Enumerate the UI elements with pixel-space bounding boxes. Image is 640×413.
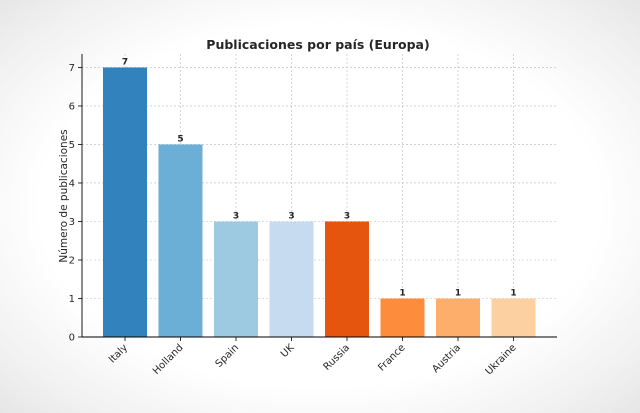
data-label-austria: 1 [455,288,461,298]
x-tick-label-italy: Italy [107,342,130,365]
bar-ukraine [491,298,536,337]
data-label-uk: 3 [288,211,294,221]
bar-austria [436,298,480,337]
y-tick-label: 1 [69,294,75,305]
y-axis-label: Número de publicaciones [58,129,70,262]
x-tick-label-austria: Austria [430,342,463,375]
data-label-russia: 3 [344,211,350,221]
y-tick-label: 3 [69,217,75,228]
x-tick-label-ukraine: Ukraine [484,342,519,377]
grid-lines [82,54,557,337]
data-label-holland: 5 [177,134,183,144]
bar-holland [158,144,203,337]
x-tick-label-holland: Holland [151,342,186,377]
bar-italy [103,67,147,337]
bars [103,67,536,337]
bar-uk [269,221,314,337]
bar-france [380,298,425,337]
y-tick-label: 7 [69,63,75,74]
x-tick-label-russia: Russia [322,342,353,373]
x-tick-label-uk: UK [279,342,297,360]
data-label-france: 1 [399,288,405,298]
y-tick-label: 4 [69,178,75,189]
y-tick-label: 2 [69,255,75,266]
x-tick-label-france: France [376,342,407,373]
data-label-ukraine: 1 [510,288,516,298]
bar-spain [214,221,258,337]
y-tick-label: 6 [69,101,75,112]
axes [78,54,557,341]
y-tick-label: 5 [69,140,75,151]
data-label-spain: 3 [233,211,239,221]
data-label-italy: 7 [122,57,128,67]
bar-russia [325,221,369,337]
x-tick-label-spain: Spain [214,342,242,370]
y-tick-label: 0 [69,333,75,344]
chart-title: Publicaciones por país (Europa) [206,37,429,52]
